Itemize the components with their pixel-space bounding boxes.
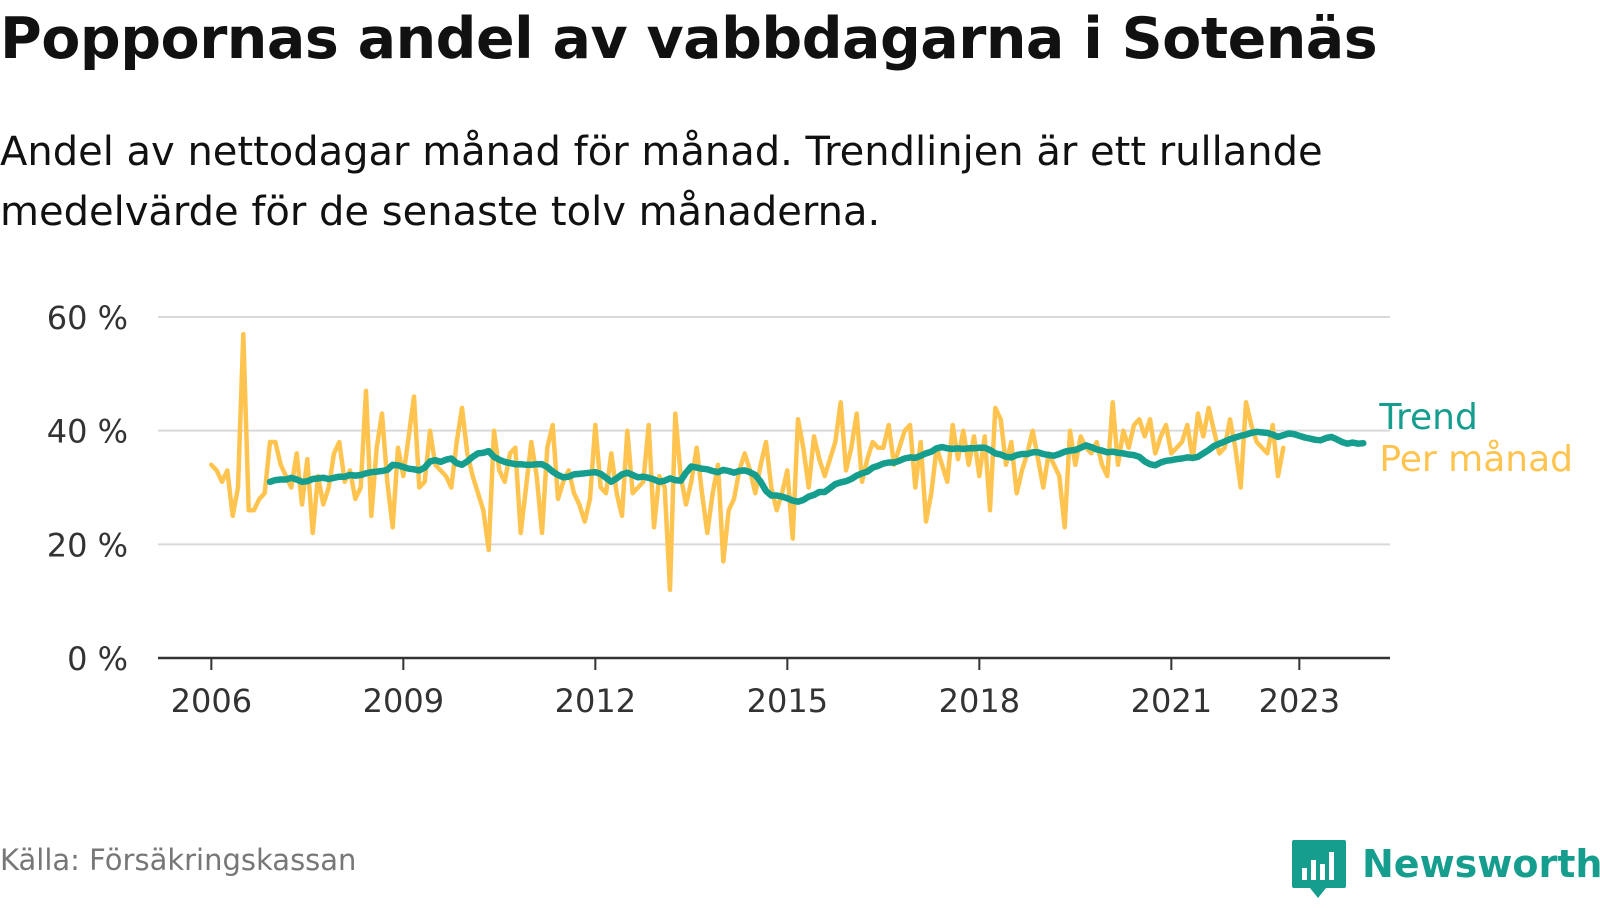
series-lines bbox=[209, 331, 1367, 593]
y-tick-label: 0 % bbox=[67, 640, 128, 678]
x-axis-ticks: 2006 2009 2012 2015 2018 2021 2023 bbox=[171, 658, 1340, 720]
source-note: Källa: Försäkringskassan bbox=[0, 843, 357, 877]
gridlines bbox=[158, 316, 1390, 660]
series-label-trend: Trend bbox=[1378, 397, 1478, 438]
brand-name: Newsworthy bbox=[1362, 842, 1600, 886]
x-tick-label: 2009 bbox=[363, 682, 444, 720]
x-tick-label: 2018 bbox=[939, 682, 1020, 720]
x-tick-label: 2015 bbox=[747, 682, 828, 720]
y-axis-ticks: 0 % 20 % 40 % 60 % bbox=[47, 299, 128, 678]
series-line-trend bbox=[266, 428, 1367, 505]
chart-title: Poppornas andel av vabbdagarna i Sotenäs bbox=[0, 6, 1378, 72]
series-label-per-manad: Per månad bbox=[1379, 439, 1573, 480]
newsworthy-chart-bubble-icon bbox=[1292, 840, 1346, 898]
x-tick-label: 2021 bbox=[1131, 682, 1212, 720]
y-tick-label: 60 % bbox=[47, 299, 128, 337]
chart-subtitle: Andel av nettodagar månad för månad. Tre… bbox=[0, 129, 1323, 235]
y-tick-label: 40 % bbox=[47, 413, 128, 451]
x-tick-label: 2006 bbox=[171, 682, 252, 720]
x-tick-label: 2023 bbox=[1259, 682, 1340, 720]
series-line-per-manad bbox=[209, 331, 1286, 593]
x-tick-label: 2012 bbox=[555, 682, 636, 720]
y-tick-label: 20 % bbox=[47, 526, 128, 564]
